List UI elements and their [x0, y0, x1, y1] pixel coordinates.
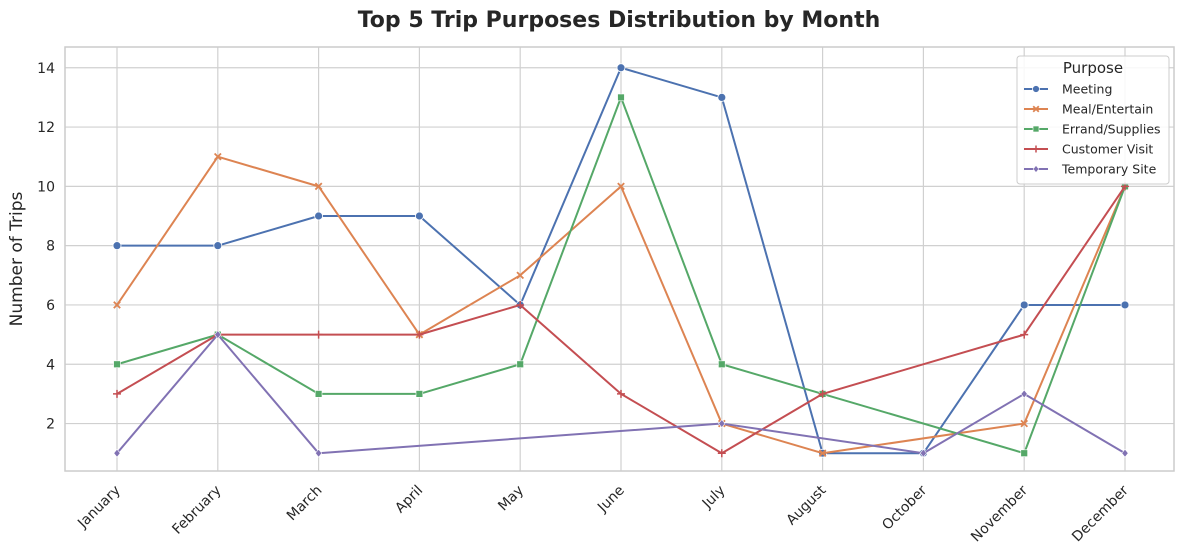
- series-line-customer-visit: [116, 185, 1126, 455]
- data-point-meal-entertain: [113, 301, 121, 309]
- x-tick-label: July: [699, 483, 729, 513]
- data-point-customer-visit: [1020, 330, 1029, 339]
- data-point-meeting: [1120, 300, 1130, 310]
- data-point-meeting: [717, 93, 727, 102]
- data-point-temporary-site: [214, 330, 222, 340]
- chart-title: Top 5 Trip Purposes Distribution by Mont…: [358, 8, 881, 33]
- data-point-temporary-site: [919, 448, 927, 458]
- y-axis-label: Number of Trips: [7, 191, 27, 326]
- y-tick-label: 2: [46, 417, 55, 433]
- data-point-errand-supplies: [1020, 449, 1028, 457]
- legend-label: Meeting: [1062, 82, 1112, 97]
- data-point-customer-visit: [516, 300, 525, 309]
- x-tick-label: December: [1069, 482, 1132, 545]
- data-point-errand-supplies: [516, 360, 524, 368]
- data-point-errand-supplies: [113, 360, 121, 368]
- data-point-customer-visit: [415, 330, 424, 339]
- legend-title: Purpose: [1063, 59, 1123, 77]
- legend-item-meeting: Meeting: [1024, 82, 1112, 97]
- data-point-errand-supplies: [718, 360, 726, 368]
- legend-label: Customer Visit: [1062, 142, 1153, 157]
- x-axis-ticks: January February March April May June July Augu…: [74, 482, 1132, 545]
- x-tick-label: October: [879, 482, 930, 533]
- x-tick-label: June: [594, 483, 628, 517]
- data-point-temporary-site: [1121, 448, 1129, 458]
- data-point-customer-visit: [314, 330, 323, 339]
- legend-item-temporary-site: Temporary Site: [1024, 162, 1157, 177]
- y-tick-label: 14: [37, 61, 55, 77]
- y-tick-label: 4: [46, 357, 55, 373]
- legend: Purpose Meeting Meal/Entertain Errand/Supp…: [1016, 55, 1170, 185]
- data-point-customer-visit: [113, 389, 121, 398]
- data-point-meal-entertain: [314, 182, 323, 191]
- data-point-meeting: [314, 211, 324, 221]
- series-line-errand-supplies: [116, 96, 1126, 455]
- data-point-meal-entertain: [516, 271, 525, 280]
- x-tick-label: November: [968, 482, 1031, 545]
- x-tick-label: April: [392, 483, 426, 517]
- data-point-meal-entertain: [213, 152, 222, 161]
- data-point-meal-entertain: [818, 449, 827, 458]
- plot-frame: [64, 46, 1175, 472]
- x-tick-label: May: [495, 483, 527, 515]
- data-point-meal-entertain: [1020, 419, 1029, 428]
- y-tick-label: 12: [37, 120, 55, 136]
- data-point-meeting: [414, 211, 424, 221]
- data-point-customer-visit: [818, 389, 827, 398]
- data-point-errand-supplies: [314, 390, 323, 398]
- legend-box: [1016, 55, 1170, 185]
- x-tick-label: August: [783, 482, 829, 528]
- y-tick-label: 10: [37, 179, 55, 195]
- y-tick-label: 6: [46, 298, 55, 314]
- legend-label: Errand/Supplies: [1062, 122, 1161, 137]
- data-point-errand-supplies: [415, 390, 424, 398]
- series-meeting: [112, 63, 1130, 458]
- data-point-temporary-site: [1020, 389, 1028, 399]
- data-point-temporary-site: [113, 448, 121, 458]
- data-point-temporary-site: [718, 419, 726, 429]
- legend-marker: [1032, 145, 1040, 153]
- series-errand-supplies: [113, 93, 1129, 457]
- data-point-meal-entertain: [617, 182, 625, 191]
- data-point-errand-supplies: [617, 93, 625, 102]
- grid: [65, 47, 1174, 471]
- legend-label: Meal/Entertain: [1062, 102, 1153, 117]
- y-tick-label: 8: [46, 239, 55, 255]
- legend-label: Temporary Site: [1061, 162, 1157, 177]
- legend-item-customer-visit: Customer Visit: [1024, 142, 1153, 157]
- x-tick-label: January: [74, 483, 124, 533]
- data-point-meeting: [213, 241, 223, 251]
- series: [112, 63, 1130, 458]
- legend-marker: [1032, 105, 1040, 113]
- data-point-meeting: [616, 63, 626, 73]
- series-temporary-site: [113, 330, 1129, 458]
- legend-marker: [1032, 125, 1040, 133]
- data-point-temporary-site: [315, 448, 323, 458]
- data-point-meeting: [1019, 300, 1029, 310]
- data-point-customer-visit: [717, 449, 726, 458]
- legend-item-meal-entertain: Meal/Entertain: [1024, 102, 1153, 117]
- data-point-customer-visit: [617, 389, 625, 398]
- y-axis-ticks: 2 4 6 8 10 12 14: [37, 61, 55, 433]
- legend-item-errand-supplies: Errand/Supplies: [1024, 122, 1161, 137]
- x-tick-label: March: [284, 483, 325, 524]
- legend-marker: [1032, 85, 1040, 93]
- data-point-meeting: [112, 241, 122, 251]
- legend-marker: [1032, 165, 1040, 173]
- x-tick-label: February: [169, 483, 224, 538]
